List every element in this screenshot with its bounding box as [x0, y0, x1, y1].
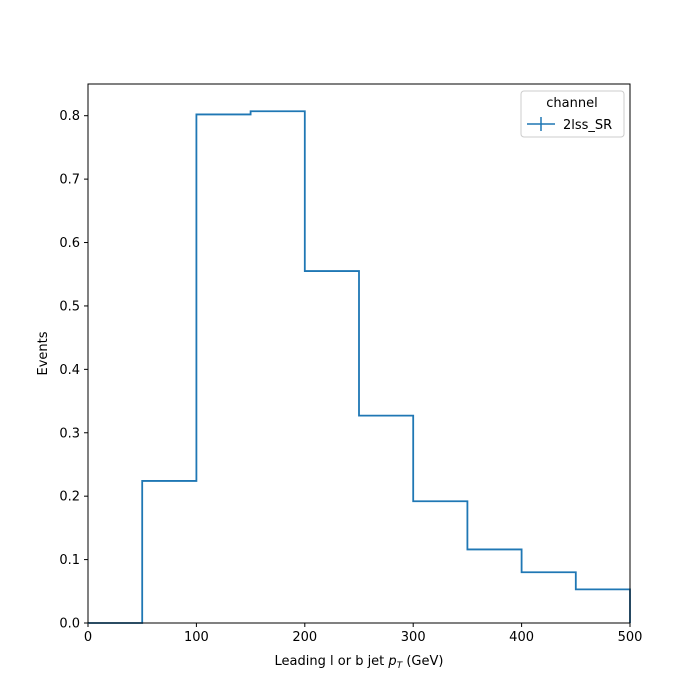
y-tick-label: 0.4: [59, 363, 80, 378]
x-axis-label: Leading l or b jet pT (GeV): [275, 654, 444, 671]
x-axis: 0 100 200 300 400 500: [84, 623, 643, 645]
plot-frame: [87, 83, 631, 624]
y-axis: 0.0 0.1 0.2 0.3 0.4 0.5 0.6 0.7 0.8: [59, 109, 88, 632]
x-tick-label: 300: [401, 630, 426, 645]
series-step-line: [88, 110, 631, 624]
x-tick-label: 0: [84, 630, 92, 645]
legend-box: [520, 90, 625, 138]
y-tick-label: 0.0: [59, 617, 80, 632]
y-tick-label: 0.6: [59, 236, 80, 251]
y-tick-label: 0.5: [59, 299, 80, 314]
x-tick-label: 200: [292, 630, 317, 645]
x-axis-label-sub: T: [397, 661, 404, 671]
y-tick-label: 0.7: [59, 173, 80, 188]
x-tick-label: 100: [184, 630, 209, 645]
x-axis-label-var: p: [387, 654, 396, 669]
y-tick-label: 0.8: [59, 109, 80, 124]
legend: channel 2lss_SR: [520, 90, 625, 138]
series-layer: [88, 110, 631, 624]
y-tick-label: 0.2: [59, 490, 80, 505]
legend-title: channel: [546, 96, 597, 111]
legend-entry-label: 2lss_SR: [563, 118, 612, 133]
y-tick-label: 0.1: [59, 553, 80, 568]
x-tick-label: 500: [618, 630, 643, 645]
y-tick-label: 0.3: [59, 426, 80, 441]
y-axis-label: Events: [36, 331, 51, 375]
x-axis-label-suffix: (GeV): [402, 654, 443, 669]
x-tick-label: 400: [509, 630, 534, 645]
